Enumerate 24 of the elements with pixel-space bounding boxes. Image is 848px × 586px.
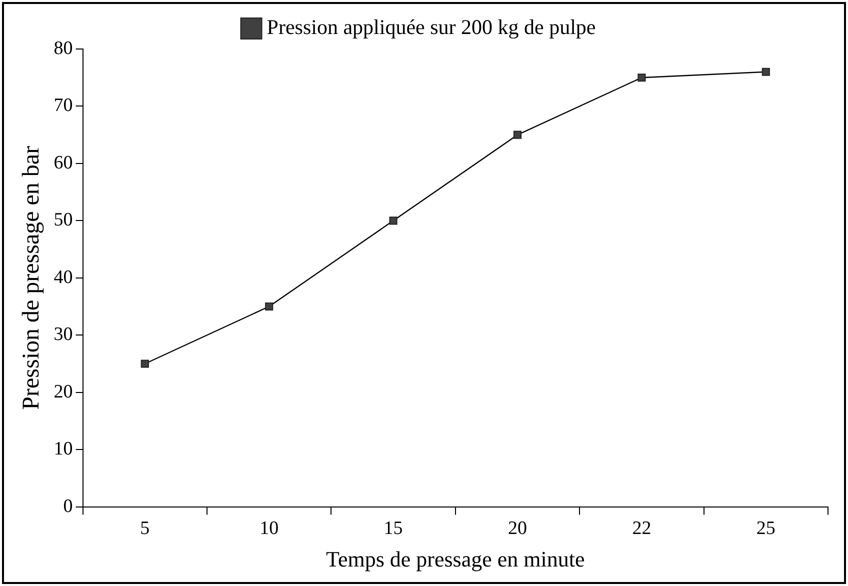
y-tick-label: 70 bbox=[54, 95, 73, 116]
y-tick-label: 0 bbox=[63, 496, 73, 517]
y-axis-title: Pression de pressage en bar bbox=[18, 146, 45, 410]
point bbox=[265, 302, 274, 311]
x-axis-title: Temps de pressage en minute bbox=[326, 546, 585, 572]
legend-label: Pression appliquée sur 200 kg de pulpe bbox=[266, 15, 596, 40]
y-tick-label: 20 bbox=[54, 381, 73, 402]
x-tick-label: 15 bbox=[384, 518, 403, 540]
point bbox=[140, 360, 149, 368]
y-tick-label: 50 bbox=[54, 210, 73, 231]
x-tick-label: 5 bbox=[140, 518, 150, 540]
y-tick-label: 10 bbox=[54, 438, 73, 460]
y-tick-label: 80 bbox=[54, 38, 73, 59]
y-tick-label: 60 bbox=[54, 152, 73, 174]
point bbox=[762, 68, 770, 76]
x-tick-label: 22 bbox=[632, 518, 652, 540]
y-tick-label: 30 bbox=[54, 324, 73, 346]
x-tick-label: 25 bbox=[756, 518, 776, 540]
point bbox=[513, 130, 522, 139]
point bbox=[638, 74, 646, 82]
x-tick-label: 20 bbox=[508, 518, 527, 540]
point bbox=[389, 216, 398, 225]
x-tick-label: 10 bbox=[260, 518, 279, 540]
y-tick-label: 40 bbox=[54, 266, 73, 288]
